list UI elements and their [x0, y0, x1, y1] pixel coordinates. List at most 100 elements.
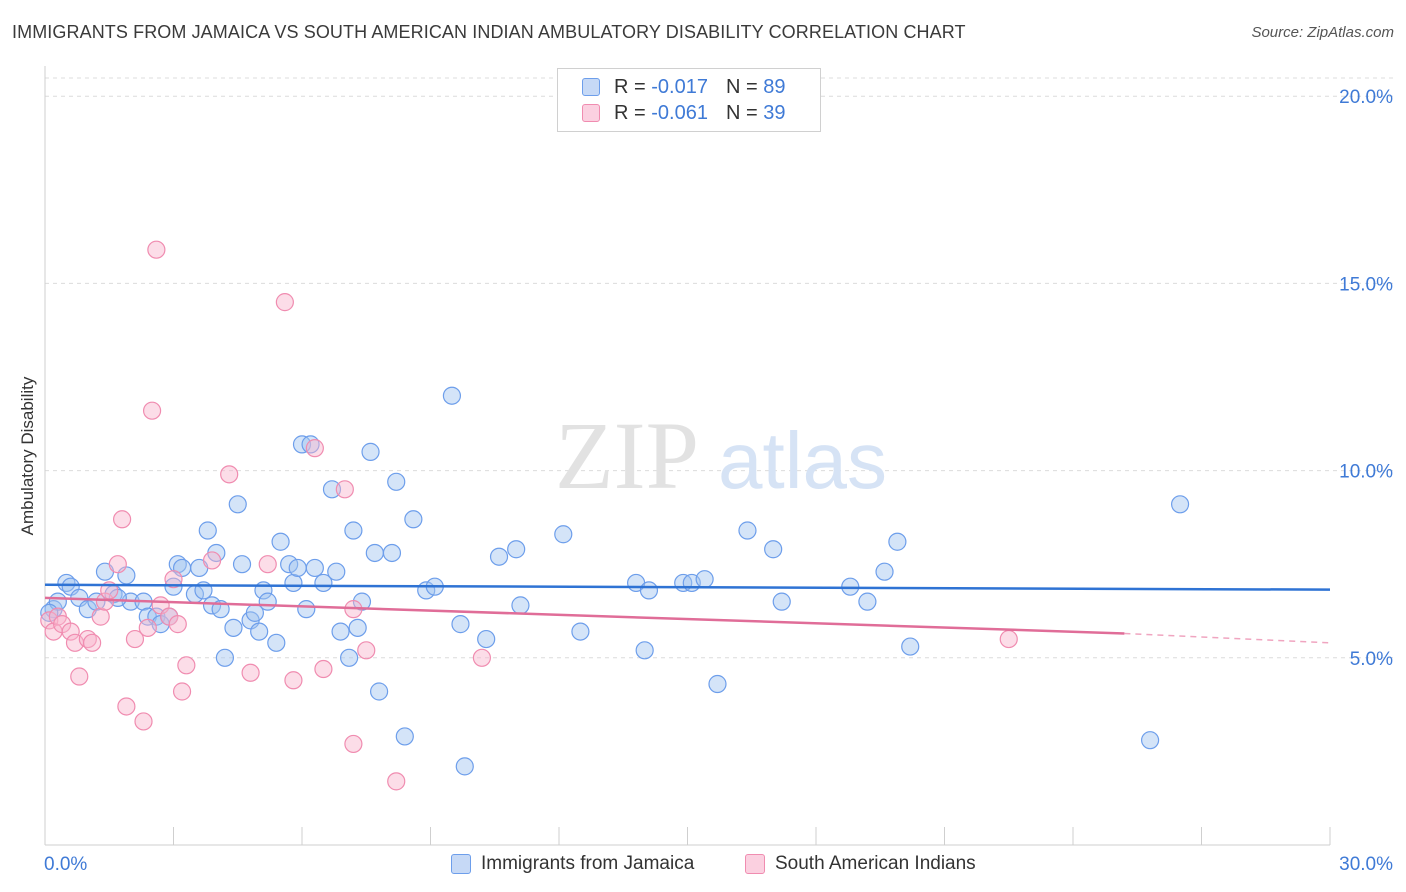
data-point: [357, 641, 376, 660]
data-point: [370, 682, 389, 701]
stats-legend: R = -0.017 N = 89 R = -0.061 N = 39: [557, 68, 821, 132]
data-point: [198, 521, 217, 540]
data-point: [331, 622, 350, 641]
data-point: [142, 401, 162, 420]
data-point: [489, 547, 509, 566]
tick-labels: 5.0% 10.0% 15.0% 20.0% 0.0% 30.0%: [44, 87, 1393, 875]
data-point: [888, 532, 907, 551]
legend-item-jamaica[interactable]: Immigrants from Jamaica: [451, 852, 694, 876]
data-point: [70, 667, 89, 686]
data-point: [635, 641, 654, 660]
data-point: [232, 555, 252, 574]
x-tick-label: 0.0%: [44, 854, 87, 875]
y-tick-label: 20.0%: [1339, 87, 1393, 108]
data-point: [258, 592, 277, 611]
data-point: [387, 772, 406, 791]
data-point: [275, 293, 294, 312]
data-point: [639, 581, 659, 600]
data-point: [305, 439, 324, 458]
jamaica-swatch: [582, 78, 600, 96]
jamaica-legend-swatch: [451, 854, 471, 874]
data-point: [1170, 495, 1190, 514]
data-point: [764, 540, 783, 559]
trend-line: [44, 583, 1331, 591]
data-point: [224, 618, 243, 637]
data-point: [344, 521, 363, 540]
watermark: ZIP atlas: [555, 402, 887, 509]
data-point: [571, 622, 590, 641]
r-label: R =: [614, 101, 646, 124]
data-point: [395, 727, 414, 746]
data-point: [125, 629, 145, 649]
legend-item-south-american[interactable]: South American Indians: [745, 852, 976, 876]
data-point: [112, 510, 132, 529]
data-point: [451, 615, 470, 634]
r-value: -0.061: [651, 101, 708, 124]
data-point: [348, 618, 367, 637]
data-point: [738, 521, 757, 540]
data-point: [228, 495, 247, 514]
data-point: [172, 682, 192, 701]
y-axis-label: Ambulatory Disability: [18, 376, 37, 536]
x-tick-label: 30.0%: [1339, 854, 1393, 875]
stats-legend-row-south-american: R = -0.061 N = 39: [582, 101, 785, 125]
data-point: [168, 615, 187, 634]
data-point: [1140, 731, 1160, 750]
y-tick-label: 15.0%: [1339, 274, 1393, 295]
data-point: [442, 386, 462, 405]
data-point: [361, 442, 380, 461]
data-point: [284, 671, 303, 690]
data-point: [999, 629, 1018, 649]
y-tick-label: 10.0%: [1339, 462, 1393, 483]
data-point: [164, 577, 183, 596]
data-point: [322, 480, 342, 499]
data-point: [314, 573, 333, 593]
watermark-zip: ZIP: [555, 402, 699, 509]
y-tick-label: 5.0%: [1350, 649, 1393, 670]
data-point: [472, 648, 491, 667]
data-point: [404, 510, 423, 529]
data-point: [365, 543, 384, 563]
data-point: [241, 663, 260, 682]
r-label: R =: [614, 75, 646, 98]
data-point: [477, 629, 496, 649]
data-points: [40, 240, 1190, 791]
chart-source: Source: ZipAtlas.com: [1251, 24, 1394, 41]
data-point: [901, 637, 920, 656]
r-value: -0.017: [651, 75, 708, 98]
axes: [44, 66, 1331, 846]
data-point: [344, 734, 363, 754]
data-point: [271, 532, 290, 551]
trend-line-extension: [1124, 632, 1331, 644]
n-value: 89: [763, 75, 786, 98]
data-point: [215, 648, 234, 667]
data-point: [258, 555, 277, 574]
data-point: [297, 600, 316, 619]
data-point: [327, 562, 346, 581]
data-point: [95, 592, 115, 611]
watermark-atlas: atlas: [718, 416, 887, 505]
data-point: [314, 659, 333, 679]
south-american-swatch: [582, 104, 600, 122]
data-point: [177, 656, 196, 675]
data-point: [134, 712, 153, 731]
data-point: [554, 525, 573, 544]
data-point: [108, 555, 127, 574]
data-point: [284, 573, 303, 593]
data-point: [455, 757, 474, 776]
data-point: [267, 633, 286, 652]
data-point: [220, 465, 239, 484]
trend-lines: [44, 583, 1331, 644]
data-point: [288, 558, 307, 578]
south-american-legend-swatch: [745, 854, 765, 874]
data-point: [335, 480, 354, 499]
data-point: [772, 592, 791, 611]
data-point: [202, 551, 222, 570]
data-point: [305, 558, 324, 578]
data-point: [250, 622, 269, 641]
data-point: [91, 607, 110, 626]
n-label: N =: [725, 101, 758, 124]
data-point: [340, 648, 359, 667]
data-point: [61, 622, 80, 641]
stats-legend-row-jamaica: R = -0.017 N = 89: [582, 75, 785, 99]
